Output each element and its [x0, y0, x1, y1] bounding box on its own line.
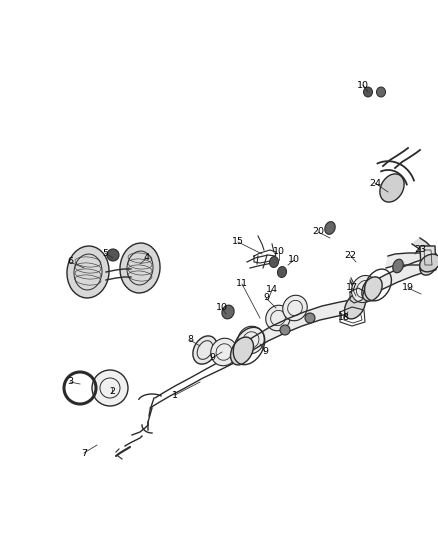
- Text: 4: 4: [144, 254, 150, 262]
- Text: 20: 20: [312, 228, 324, 237]
- Polygon shape: [386, 253, 435, 268]
- Text: 10: 10: [273, 247, 285, 256]
- Text: 7: 7: [81, 448, 87, 457]
- Polygon shape: [355, 278, 375, 300]
- Text: 9: 9: [209, 353, 215, 362]
- Ellipse shape: [362, 277, 382, 301]
- Text: 10: 10: [357, 80, 369, 90]
- Text: 24: 24: [369, 179, 381, 188]
- Text: 10: 10: [288, 255, 300, 264]
- Polygon shape: [370, 257, 430, 296]
- Ellipse shape: [238, 326, 264, 354]
- Ellipse shape: [420, 253, 438, 275]
- Text: 15: 15: [232, 238, 244, 246]
- Text: 14: 14: [266, 286, 278, 295]
- Text: 23: 23: [414, 245, 426, 254]
- Circle shape: [280, 325, 290, 335]
- Ellipse shape: [266, 305, 290, 331]
- Ellipse shape: [380, 174, 404, 202]
- Text: 8: 8: [187, 335, 193, 344]
- Text: 5: 5: [102, 248, 108, 257]
- Ellipse shape: [269, 256, 279, 268]
- Ellipse shape: [364, 87, 372, 97]
- Text: 1: 1: [172, 391, 178, 400]
- Ellipse shape: [222, 305, 234, 319]
- Text: 9: 9: [262, 348, 268, 357]
- Ellipse shape: [120, 243, 160, 293]
- Text: 9: 9: [263, 294, 269, 303]
- Ellipse shape: [67, 246, 109, 298]
- Circle shape: [107, 249, 119, 261]
- Text: 6: 6: [67, 257, 73, 266]
- Ellipse shape: [193, 336, 217, 364]
- Ellipse shape: [393, 259, 403, 273]
- Text: 11: 11: [236, 279, 248, 288]
- Text: 22: 22: [344, 251, 356, 260]
- Ellipse shape: [211, 338, 237, 366]
- Ellipse shape: [230, 337, 254, 365]
- Ellipse shape: [377, 87, 385, 97]
- Ellipse shape: [345, 293, 365, 319]
- Circle shape: [92, 370, 128, 406]
- Text: 2: 2: [109, 387, 115, 397]
- Ellipse shape: [420, 254, 438, 272]
- Ellipse shape: [351, 276, 377, 303]
- Ellipse shape: [325, 222, 335, 235]
- Polygon shape: [420, 246, 436, 270]
- Ellipse shape: [277, 266, 286, 278]
- Ellipse shape: [283, 295, 307, 321]
- Text: 18: 18: [338, 313, 350, 322]
- Text: 3: 3: [67, 377, 73, 386]
- Circle shape: [305, 313, 315, 323]
- Text: 10: 10: [216, 303, 228, 312]
- Text: 17: 17: [346, 284, 358, 293]
- Text: 19: 19: [402, 284, 414, 293]
- Polygon shape: [240, 299, 356, 358]
- Polygon shape: [412, 238, 438, 266]
